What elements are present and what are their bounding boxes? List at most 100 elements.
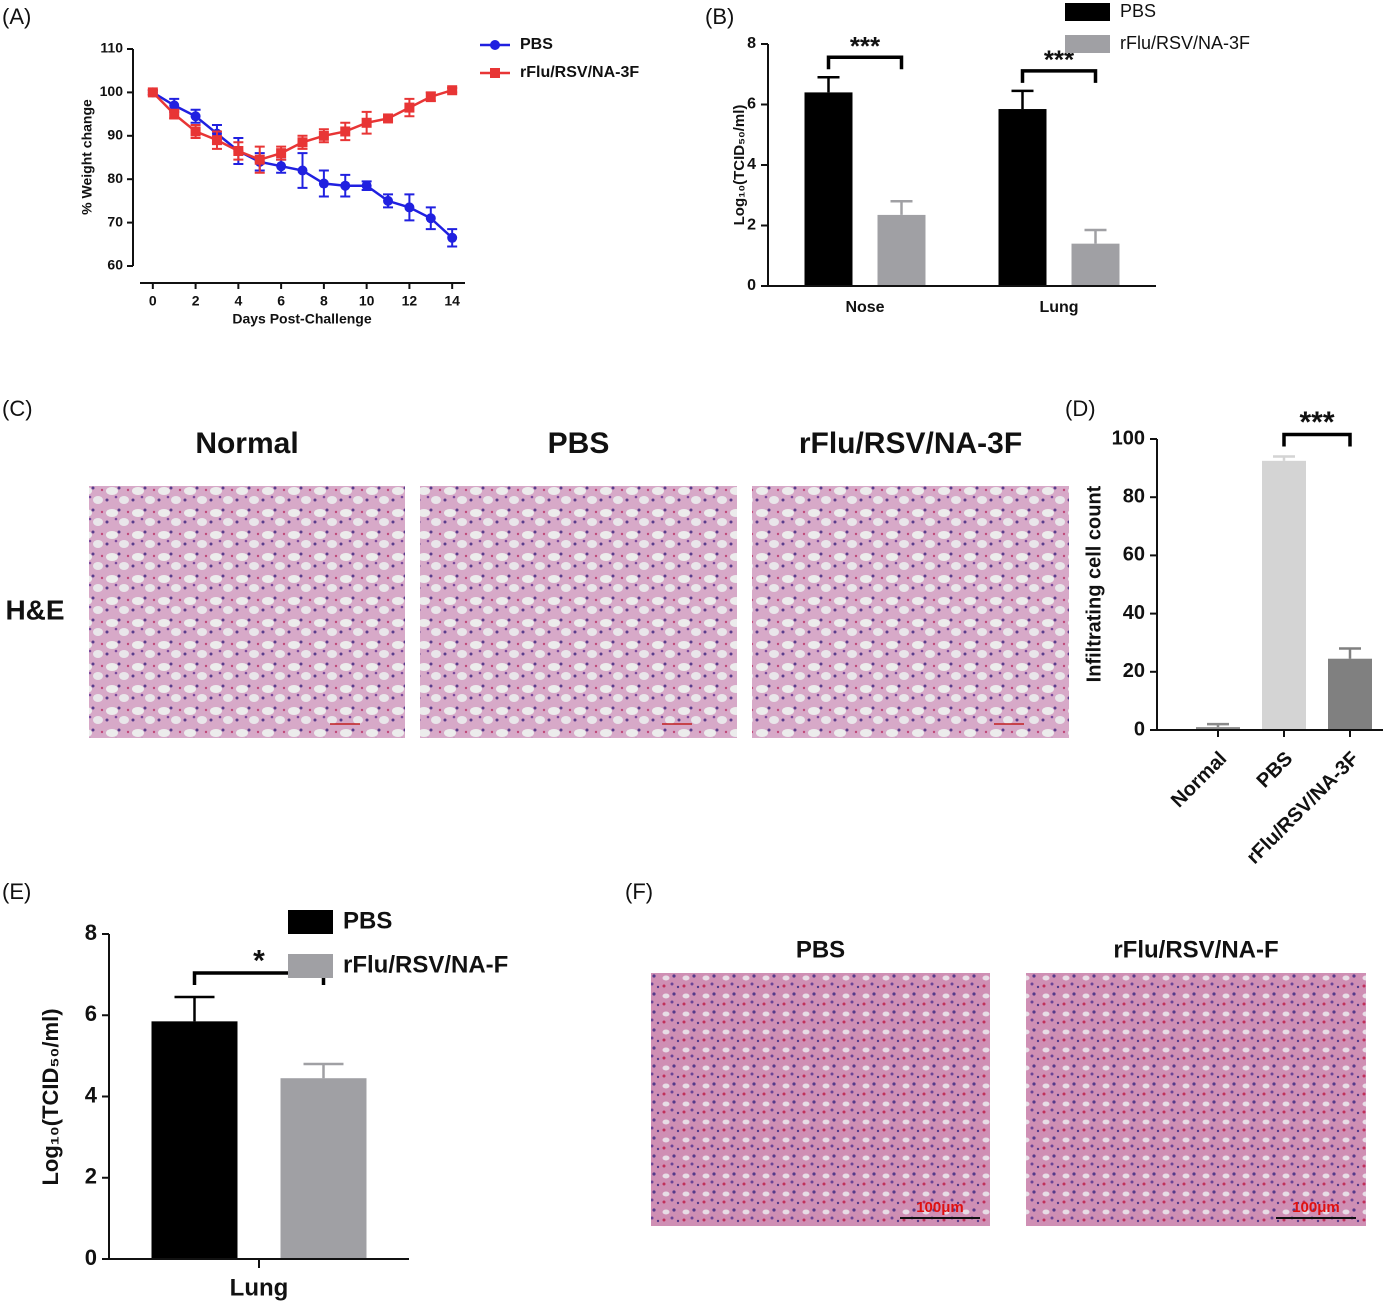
panel-label: (F) <box>625 879 653 904</box>
legend-label: rFlu/RSV/NA-F <box>343 951 508 978</box>
y-tick-label: 6 <box>85 1001 97 1026</box>
panel-label: (C) <box>2 396 33 421</box>
marker <box>254 154 265 165</box>
marker <box>276 148 287 159</box>
panel-label: (E) <box>2 879 31 904</box>
histology-image <box>1026 973 1366 1226</box>
bar <box>1196 727 1240 730</box>
legend-label: PBS <box>520 36 553 53</box>
significance-bracket <box>192 971 326 985</box>
x-tick-label: 10 <box>359 293 375 309</box>
x-tick-label: Lung <box>1039 299 1078 316</box>
scale-label: 100μm <box>916 1199 964 1216</box>
x-tick-label: rFlu/RSV/NA-3F <box>1242 748 1363 869</box>
bar <box>1328 658 1372 730</box>
marker <box>276 161 287 172</box>
histology-image <box>89 486 405 738</box>
bar <box>1262 460 1306 730</box>
error-bar <box>1011 89 1034 110</box>
significance-bracket <box>826 55 904 70</box>
panel-label: (A) <box>2 4 31 29</box>
row-label: H&E <box>5 594 64 625</box>
significance-bracket <box>1282 432 1352 447</box>
bar <box>998 109 1047 286</box>
marker <box>425 91 436 102</box>
y-axis-label: Log₁₀(TCID₅₀/ml) <box>731 105 748 226</box>
x-axis-label: Days Post-Challenge <box>232 311 371 327</box>
marker <box>190 126 201 137</box>
y-axis-label: Log₁₀(TCID₅₀/ml) <box>38 1008 63 1185</box>
marker <box>318 178 329 189</box>
error-bar <box>1273 455 1295 461</box>
error-bar <box>1339 647 1361 659</box>
marker <box>383 113 394 124</box>
bar <box>151 1021 238 1259</box>
significance-bracket <box>1020 69 1098 83</box>
error-bar <box>1084 228 1107 244</box>
y-tick-label: 4 <box>85 1082 98 1107</box>
y-axis-label: % Weight change <box>79 99 95 215</box>
x-tick-label: 6 <box>277 293 285 309</box>
bar <box>280 1078 367 1259</box>
marker <box>297 137 308 148</box>
histology-image <box>651 973 990 1226</box>
x-tick-label: 4 <box>234 293 242 309</box>
marker <box>447 85 458 96</box>
marker <box>447 232 458 243</box>
x-tick-label: 12 <box>402 293 418 309</box>
y-tick-label: 2 <box>747 217 756 234</box>
marker <box>383 195 394 206</box>
significance-label: *** <box>850 31 881 61</box>
image-title: PBS <box>796 936 845 963</box>
image-title: PBS <box>548 427 610 460</box>
marker <box>169 100 180 111</box>
y-tick-label: 2 <box>85 1164 97 1189</box>
marker <box>233 145 244 156</box>
y-tick-label: 0 <box>85 1245 97 1270</box>
panel-label: (D) <box>1065 396 1096 421</box>
legend-swatch <box>1065 3 1110 21</box>
marker <box>425 213 436 224</box>
marker <box>297 165 308 176</box>
legend-marker <box>490 40 500 50</box>
histology-image <box>752 486 1069 738</box>
significance-label: *** <box>1299 406 1334 439</box>
y-tick-label: 100 <box>100 83 124 99</box>
legend-swatch <box>288 954 333 978</box>
marker <box>361 180 372 191</box>
legend-label: PBS <box>343 907 392 934</box>
y-tick-label: 70 <box>107 213 123 229</box>
y-axis-label: Infiltrating cell count <box>1083 485 1105 682</box>
x-tick-label: PBS <box>1253 748 1298 793</box>
bar <box>804 92 853 287</box>
marker <box>147 87 158 98</box>
y-tick-label: 4 <box>747 156 756 173</box>
error-bar <box>174 995 215 1022</box>
legend-swatch <box>1065 35 1110 53</box>
marker <box>361 117 372 128</box>
image-title: Normal <box>195 427 298 460</box>
y-tick-label: 20 <box>1123 660 1145 682</box>
error-bar <box>890 200 913 215</box>
y-tick-label: 80 <box>107 170 123 186</box>
y-tick-label: 110 <box>100 40 123 56</box>
marker <box>404 202 415 213</box>
legend-label: rFlu/RSV/NA-3F <box>520 64 639 81</box>
scale-label: 100μm <box>1292 1199 1340 1216</box>
histology-image <box>420 486 737 738</box>
y-tick-label: 40 <box>1123 602 1145 624</box>
y-tick-label: 90 <box>107 127 123 143</box>
y-tick-label: 60 <box>107 257 123 273</box>
x-tick-label: 2 <box>192 293 200 309</box>
legend-marker <box>490 68 500 78</box>
error-bar <box>303 1062 344 1079</box>
image-title: rFlu/RSV/NA-3F <box>799 427 1022 460</box>
y-tick-label: 8 <box>747 35 756 52</box>
marker <box>211 135 222 146</box>
x-tick-label: 8 <box>320 293 328 309</box>
y-tick-label: 80 <box>1123 485 1145 507</box>
y-tick-label: 0 <box>747 277 756 294</box>
image-title: rFlu/RSV/NA-F <box>1113 936 1278 963</box>
y-tick-label: 8 <box>85 920 97 945</box>
